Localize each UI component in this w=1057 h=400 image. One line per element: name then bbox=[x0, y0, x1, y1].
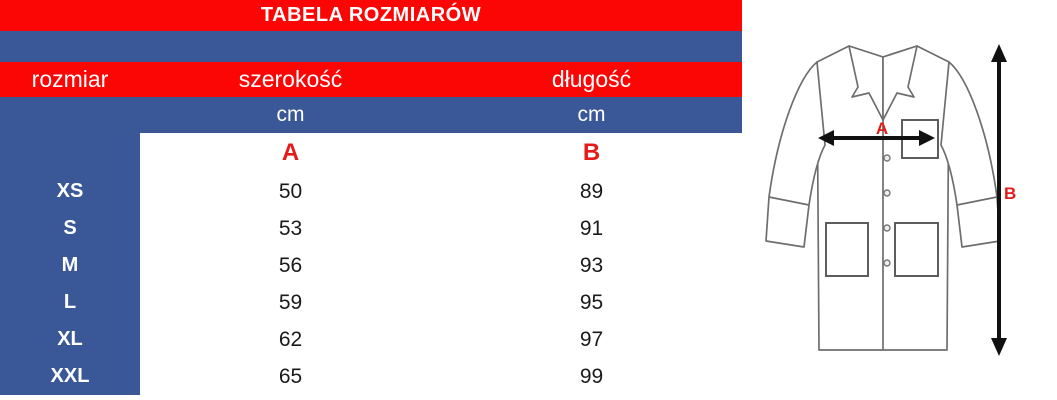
table-row: L 59 95 bbox=[0, 284, 742, 321]
unit-cell-length: cm bbox=[577, 103, 606, 126]
coat-right-lapel bbox=[882, 45, 918, 121]
size-table: TABELA ROZMIARÓW rozmiar szerokość długo… bbox=[0, 0, 742, 400]
button-icon bbox=[883, 259, 891, 267]
width-value: 62 bbox=[140, 321, 441, 358]
measure-letter-a: A bbox=[140, 133, 441, 173]
width-arrow-line bbox=[830, 136, 923, 140]
measure-letter-row: A B bbox=[0, 133, 742, 173]
length-value: 95 bbox=[441, 284, 742, 321]
length-value: 93 bbox=[441, 247, 742, 284]
length-value: 89 bbox=[441, 173, 742, 210]
length-value: 99 bbox=[441, 358, 742, 395]
measure-letter-b: B bbox=[441, 133, 742, 173]
coat-measurement-diagram: A B bbox=[740, 0, 1057, 400]
width-value: 56 bbox=[140, 247, 441, 284]
bottom-gap bbox=[0, 395, 742, 400]
length-arrow-line bbox=[997, 58, 1001, 342]
col-header-length: długość bbox=[551, 66, 632, 92]
table-row: XS 50 89 bbox=[0, 173, 742, 210]
coat-left-cuff-seam bbox=[768, 196, 810, 206]
size-label: S bbox=[0, 210, 140, 247]
length-value: 97 bbox=[441, 321, 742, 358]
table-row: M 56 93 bbox=[0, 247, 742, 284]
arrow-right-head-icon bbox=[919, 130, 935, 146]
right-hip-pocket bbox=[894, 222, 939, 277]
table-title-bar: TABELA ROZMIARÓW bbox=[0, 0, 742, 31]
arrow-left-head-icon bbox=[818, 130, 834, 146]
table-title: TABELA ROZMIARÓW bbox=[260, 4, 482, 26]
table-row: S 53 91 bbox=[0, 210, 742, 247]
width-value: 59 bbox=[140, 284, 441, 321]
width-arrow-label: A bbox=[876, 119, 888, 138]
unit-cell-width: cm bbox=[276, 103, 305, 126]
unit-cell-blank bbox=[0, 97, 140, 133]
size-label: XL bbox=[0, 321, 140, 358]
arrow-down-head-icon bbox=[991, 338, 1007, 356]
size-label: XXL bbox=[0, 358, 140, 395]
table-row: XXL 65 99 bbox=[0, 358, 742, 395]
size-label: XS bbox=[0, 173, 140, 210]
length-arrow bbox=[991, 44, 1007, 356]
coat-right-sleeve bbox=[940, 61, 1001, 248]
coat-left-sleeve bbox=[765, 61, 826, 248]
spacer-band bbox=[0, 31, 742, 62]
left-hip-pocket bbox=[825, 222, 869, 277]
measure-blank-cell bbox=[0, 133, 140, 173]
width-value: 65 bbox=[140, 358, 441, 395]
arrow-up-head-icon bbox=[991, 44, 1007, 62]
size-label: L bbox=[0, 284, 140, 321]
coat-outline bbox=[765, 45, 1001, 351]
button-icon bbox=[883, 154, 891, 162]
length-arrow-label: B bbox=[1004, 184, 1016, 203]
table-body: A B XS 50 89 S 53 91 M 56 93 L 59 95 bbox=[0, 133, 742, 395]
table-row: XL 62 97 bbox=[0, 321, 742, 358]
length-value: 91 bbox=[441, 210, 742, 247]
width-value: 53 bbox=[140, 210, 441, 247]
column-header-row: rozmiar szerokość długość bbox=[0, 62, 742, 97]
button-icon bbox=[883, 189, 891, 197]
width-arrow bbox=[818, 130, 935, 146]
col-header-size: rozmiar bbox=[31, 66, 109, 92]
coat-right-cuff-seam bbox=[956, 196, 998, 206]
width-value: 50 bbox=[140, 173, 441, 210]
col-header-width: szerokość bbox=[238, 66, 343, 92]
coat-buttons bbox=[883, 154, 891, 267]
lab-coat-illustration: A B bbox=[765, 44, 1016, 356]
size-label: M bbox=[0, 247, 140, 284]
unit-row: cm cm bbox=[0, 97, 742, 133]
button-icon bbox=[883, 224, 891, 232]
